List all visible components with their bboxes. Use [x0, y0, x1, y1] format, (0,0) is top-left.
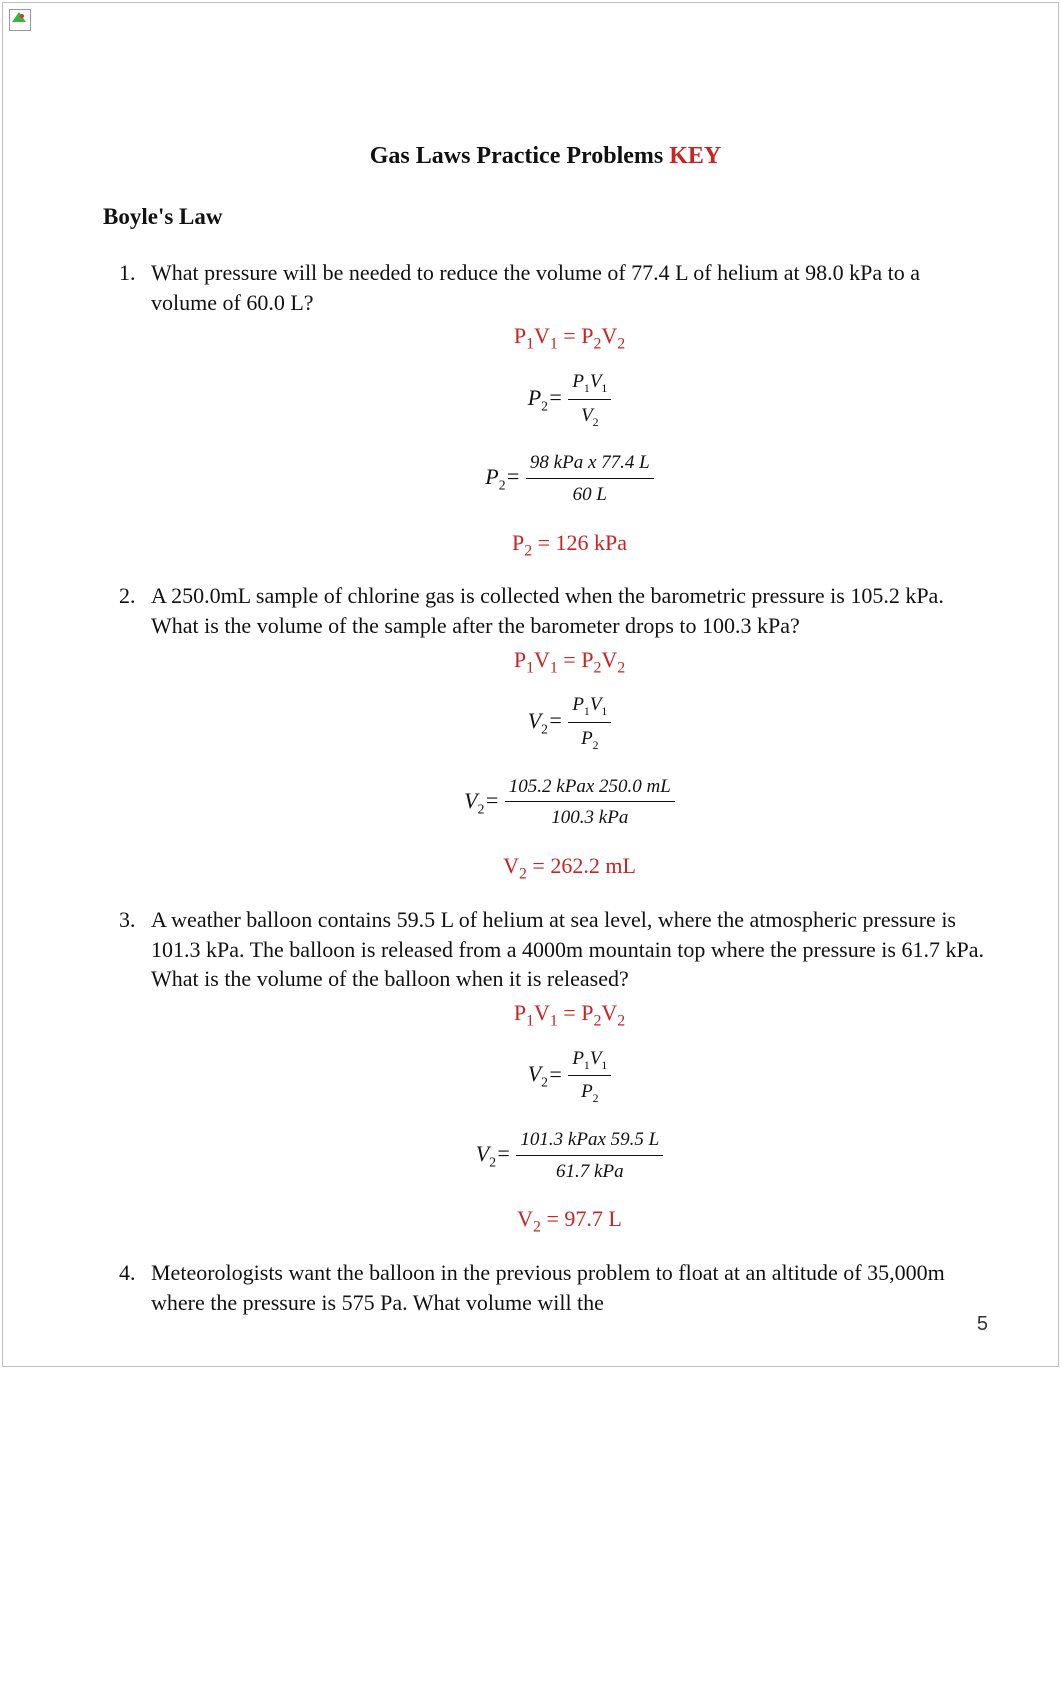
- title-key: KEY: [669, 143, 721, 169]
- problem-1: What pressure will be needed to reduce t…: [141, 258, 988, 557]
- law-equation: P1V1 = P2V2: [151, 998, 988, 1028]
- law-equation: P1V1 = P2V2: [151, 645, 988, 675]
- page-frame: Gas Laws Practice Problems KEY Boyle's L…: [2, 2, 1059, 1367]
- derive-numeric: P2= 98 kPa x 77.4 L 60 L: [151, 450, 988, 507]
- problem-3: A weather balloon contains 59.5 L of hel…: [141, 905, 988, 1234]
- derive-symbolic: V2= P1V1 P2: [151, 1046, 988, 1107]
- broken-image-icon: [9, 9, 31, 31]
- derive-symbolic: P2= P1V1 V2: [151, 369, 988, 430]
- law-equation: P1V1 = P2V2: [151, 321, 988, 351]
- problem-list: What pressure will be needed to reduce t…: [141, 258, 988, 1317]
- derive-numeric: V2= 105.2 kPax 250.0 mL 100.3 kPa: [151, 774, 988, 831]
- problem-text: Meteorologists want the balloon in the p…: [151, 1260, 945, 1315]
- page-number: 5: [977, 1313, 988, 1336]
- problem-2: A 250.0mL sample of chlorine gas is coll…: [141, 581, 988, 880]
- page-title: Gas Laws Practice Problems KEY: [103, 143, 988, 170]
- problem-text: A weather balloon contains 59.5 L of hel…: [151, 907, 984, 991]
- answer: V2 = 262.2 mL: [151, 851, 988, 881]
- problem-text: A 250.0mL sample of chlorine gas is coll…: [151, 583, 944, 638]
- derive-symbolic: V2= P1V1 P2: [151, 692, 988, 753]
- problem-text: What pressure will be needed to reduce t…: [151, 260, 920, 315]
- answer: V2 = 97.7 L: [151, 1204, 988, 1234]
- answer: P2 = 126 kPa: [151, 528, 988, 558]
- section-heading: Boyle's Law: [103, 204, 988, 230]
- title-main: Gas Laws Practice Problems: [370, 143, 670, 169]
- page-content: Gas Laws Practice Problems KEY Boyle's L…: [103, 143, 988, 1341]
- problem-4: Meteorologists want the balloon in the p…: [141, 1258, 988, 1317]
- derive-numeric: V2= 101.3 kPax 59.5 L 61.7 kPa: [151, 1127, 988, 1184]
